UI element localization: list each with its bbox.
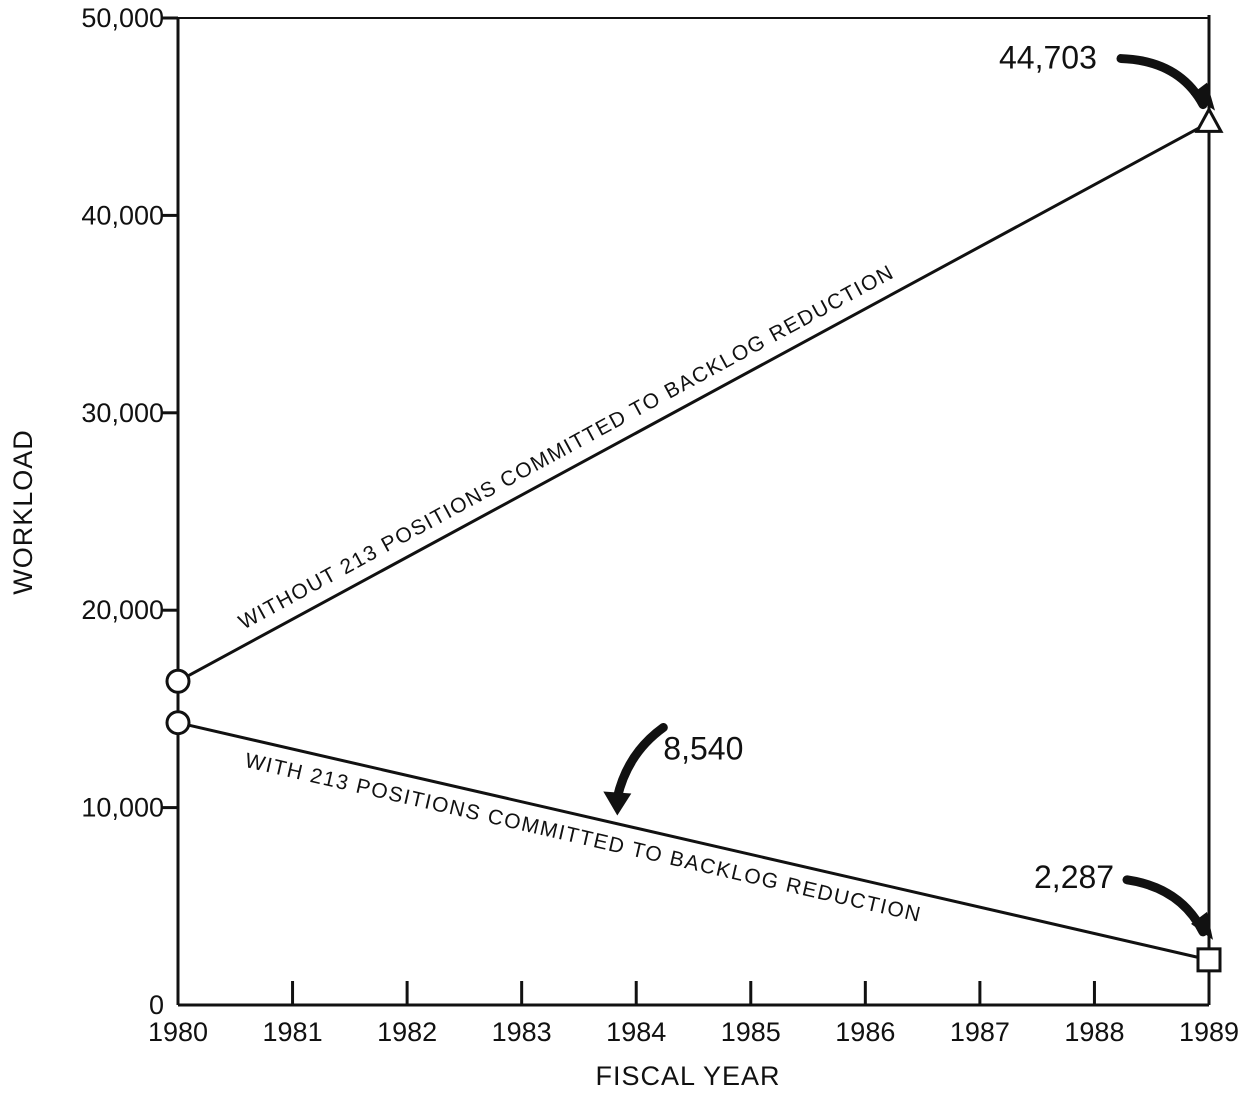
circle-marker: [165, 668, 191, 694]
y-tick-label: 50,000: [81, 3, 164, 33]
series-label: WITHOUT 213 POSITIONS COMMITTED TO BACKL…: [235, 261, 898, 635]
triangle-marker: [1194, 106, 1224, 133]
series-label: WITH 213 POSITIONS COMMITTED TO BACKLOG …: [243, 749, 924, 927]
y-tick-label: 20,000: [81, 595, 164, 625]
annotation-label: 44,703: [999, 40, 1097, 76]
x-axis-ticks: 1980 1981 1982 1983 1984 1985 1986 1987 1988 1989: [148, 981, 1239, 1047]
annotation-label: 2,287: [1034, 859, 1114, 895]
x-tick-label: 1989: [1179, 1017, 1239, 1047]
y-tick-label: 30,000: [81, 398, 164, 428]
x-tick-label: 1988: [1064, 1017, 1124, 1047]
y-tick-label: 10,000: [81, 793, 164, 823]
annotation-label: 8,540: [663, 730, 743, 766]
series-line: [177, 721, 1210, 962]
annotation-arrow: [612, 722, 668, 802]
x-tick-label: 1983: [492, 1017, 552, 1047]
x-tick-label: 1980: [148, 1017, 208, 1047]
x-tick-label: 1984: [606, 1017, 666, 1047]
y-axis-title: WORKLOAD: [8, 429, 38, 595]
x-tick-label: 1987: [950, 1017, 1010, 1047]
series-lines: [165, 106, 1224, 973]
series-line: [177, 121, 1210, 683]
annotation-arrowhead: [1191, 911, 1213, 940]
x-axis-title: FISCAL YEAR: [595, 1061, 780, 1091]
square-marker: [1196, 947, 1222, 973]
x-tick-label: 1981: [263, 1017, 323, 1047]
x-tick-label: 1985: [721, 1017, 781, 1047]
x-tick-label: 1986: [835, 1017, 895, 1047]
y-tick-label: 40,000: [81, 200, 164, 230]
annotations: 44,703 8,540 2,287: [603, 40, 1215, 940]
y-tick-label: 0: [149, 990, 164, 1020]
annotation-arrowhead: [1191, 82, 1215, 111]
circle-marker: [165, 710, 191, 736]
annotation-arrow: [1116, 54, 1208, 110]
x-tick-label: 1982: [377, 1017, 437, 1047]
axes: [176, 15, 1211, 1007]
annotation-arrowhead: [603, 791, 632, 816]
y-axis-ticks: 0 10,000 20,000 30,000 40,000 50,000: [81, 3, 178, 1020]
